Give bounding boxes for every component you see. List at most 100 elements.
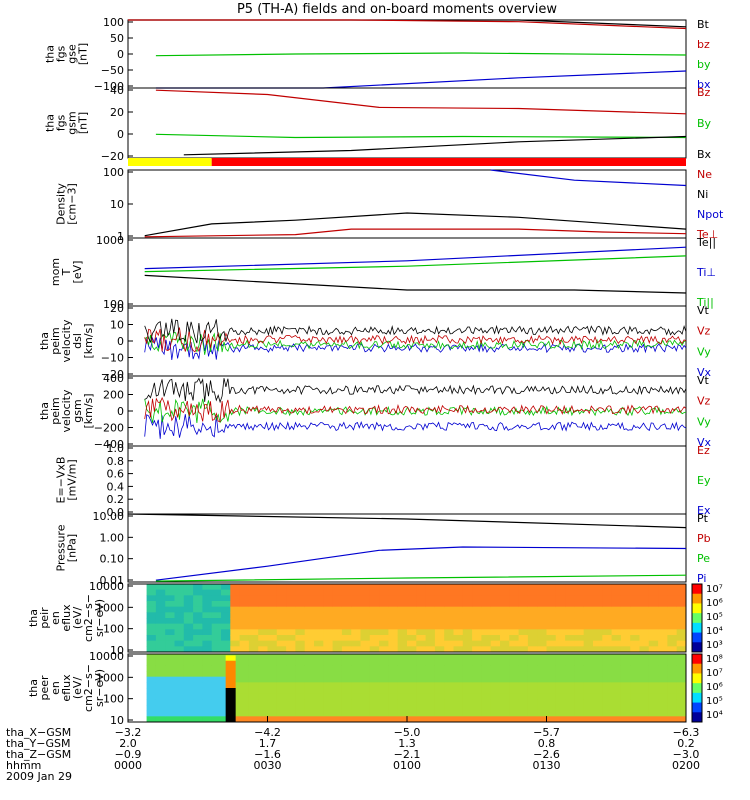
heatmap-cell <box>490 676 501 683</box>
heatmap-cell <box>527 589 538 596</box>
heatmap-cell <box>258 716 268 723</box>
heatmap-cell <box>211 688 222 695</box>
heatmap-cell <box>128 618 138 625</box>
heatmap-cell <box>379 676 389 683</box>
heatmap-cell <box>574 584 585 591</box>
heatmap-cell <box>658 618 668 625</box>
heatmap-cell <box>211 612 222 619</box>
heatmap-cell <box>351 693 361 700</box>
y-tick-label: −400 <box>94 438 124 451</box>
heatmap-cell <box>379 584 389 591</box>
heatmap-cell <box>509 716 520 723</box>
heatmap-cell <box>128 699 138 706</box>
heatmap-cell <box>183 699 194 706</box>
heatmap-cell <box>593 699 603 706</box>
heatmap-cell <box>425 654 436 661</box>
heatmap-cell <box>658 595 668 602</box>
heatmap-cell <box>527 584 538 591</box>
heatmap-cell <box>500 612 510 619</box>
heatmap-cell <box>314 716 324 723</box>
heatmap-cell <box>314 606 324 613</box>
colorbar-segment <box>692 712 702 723</box>
heatmap-cell <box>555 682 566 689</box>
panel-mode_bar <box>128 158 686 166</box>
heatmap-cell <box>602 623 613 630</box>
heatmap-cell <box>574 659 585 666</box>
heatmap-cell <box>341 699 352 706</box>
heatmap-cell <box>351 710 361 717</box>
heatmap-cell <box>202 612 213 619</box>
heatmap-cell <box>239 699 250 706</box>
heatmap-cell <box>174 688 185 695</box>
heatmap-cell <box>211 595 222 602</box>
heatmap-cell <box>630 589 640 596</box>
heatmap-cell <box>453 623 464 630</box>
heatmap-cell <box>155 699 166 706</box>
heatmap-cell <box>555 716 566 723</box>
heatmap-cell <box>193 716 203 723</box>
heatmap-cell <box>267 699 278 706</box>
heatmap-cell <box>174 584 185 591</box>
heatmap-cell <box>360 705 371 712</box>
heatmap-cell <box>202 693 213 700</box>
heatmap-cell <box>351 601 361 608</box>
heatmap-cell <box>500 665 510 672</box>
heatmap-cell <box>602 665 613 672</box>
heatmap-cell <box>416 682 427 689</box>
x-row-value: −2.6 <box>533 748 560 761</box>
heatmap-cell <box>518 640 529 647</box>
heatmap-cell <box>323 665 334 672</box>
series-line-Ni <box>144 212 687 237</box>
heatmap-cell <box>276 629 287 636</box>
heatmap-cell <box>128 640 138 647</box>
heatmap-cell <box>639 654 650 661</box>
heatmap-cell <box>193 629 203 636</box>
heatmap-cell <box>239 629 250 636</box>
heatmap-cell <box>602 693 613 700</box>
heatmap-cell <box>128 682 138 689</box>
heatmap-cell <box>221 635 231 642</box>
heatmap-cell <box>434 601 445 608</box>
y-tick-label: 1000 <box>96 601 124 614</box>
heatmap-cell <box>276 595 287 602</box>
heatmap-cell <box>221 606 231 613</box>
heatmap-cell <box>193 618 203 625</box>
heatmap-cell <box>369 693 380 700</box>
heatmap-cell <box>472 659 482 666</box>
heatmap-cell <box>509 623 520 630</box>
heatmap-cell <box>155 640 166 647</box>
heatmap-cell <box>453 629 464 636</box>
heatmap-cell <box>286 589 296 596</box>
heatmap-cell <box>648 584 659 591</box>
heatmap-cell <box>676 629 687 636</box>
heatmap-cell <box>211 693 222 700</box>
heatmap-cell <box>546 618 557 625</box>
y-tick-label: 20 <box>110 302 124 315</box>
heatmap-cell <box>648 682 659 689</box>
heatmap-cell <box>239 654 250 661</box>
series-line-by <box>155 52 687 57</box>
heatmap-cell <box>351 623 361 630</box>
heatmap-cell <box>388 595 399 602</box>
heatmap-cell <box>351 612 361 619</box>
heatmap-cell <box>602 710 613 717</box>
y-axis-label: sr−eV) <box>93 599 106 637</box>
heatmap-cell <box>602 688 613 695</box>
heatmap-cell <box>434 676 445 683</box>
heatmap-cell <box>314 635 324 642</box>
series-line-Vx <box>144 414 687 439</box>
y-axis-label: T <box>60 268 73 276</box>
heatmap-cell <box>462 688 473 695</box>
heatmap-cell <box>555 629 566 636</box>
heatmap-cell <box>314 584 324 591</box>
heatmap-cell <box>546 606 557 613</box>
heatmap-cell <box>304 595 315 602</box>
heatmap-cell <box>332 618 343 625</box>
heatmap-cell <box>202 606 213 613</box>
heatmap-cell <box>295 716 306 723</box>
colorbar-label: 10⁶ <box>706 598 723 609</box>
heatmap-cell <box>341 595 352 602</box>
heatmap-cell <box>639 716 650 723</box>
heatmap-cell <box>351 671 361 678</box>
